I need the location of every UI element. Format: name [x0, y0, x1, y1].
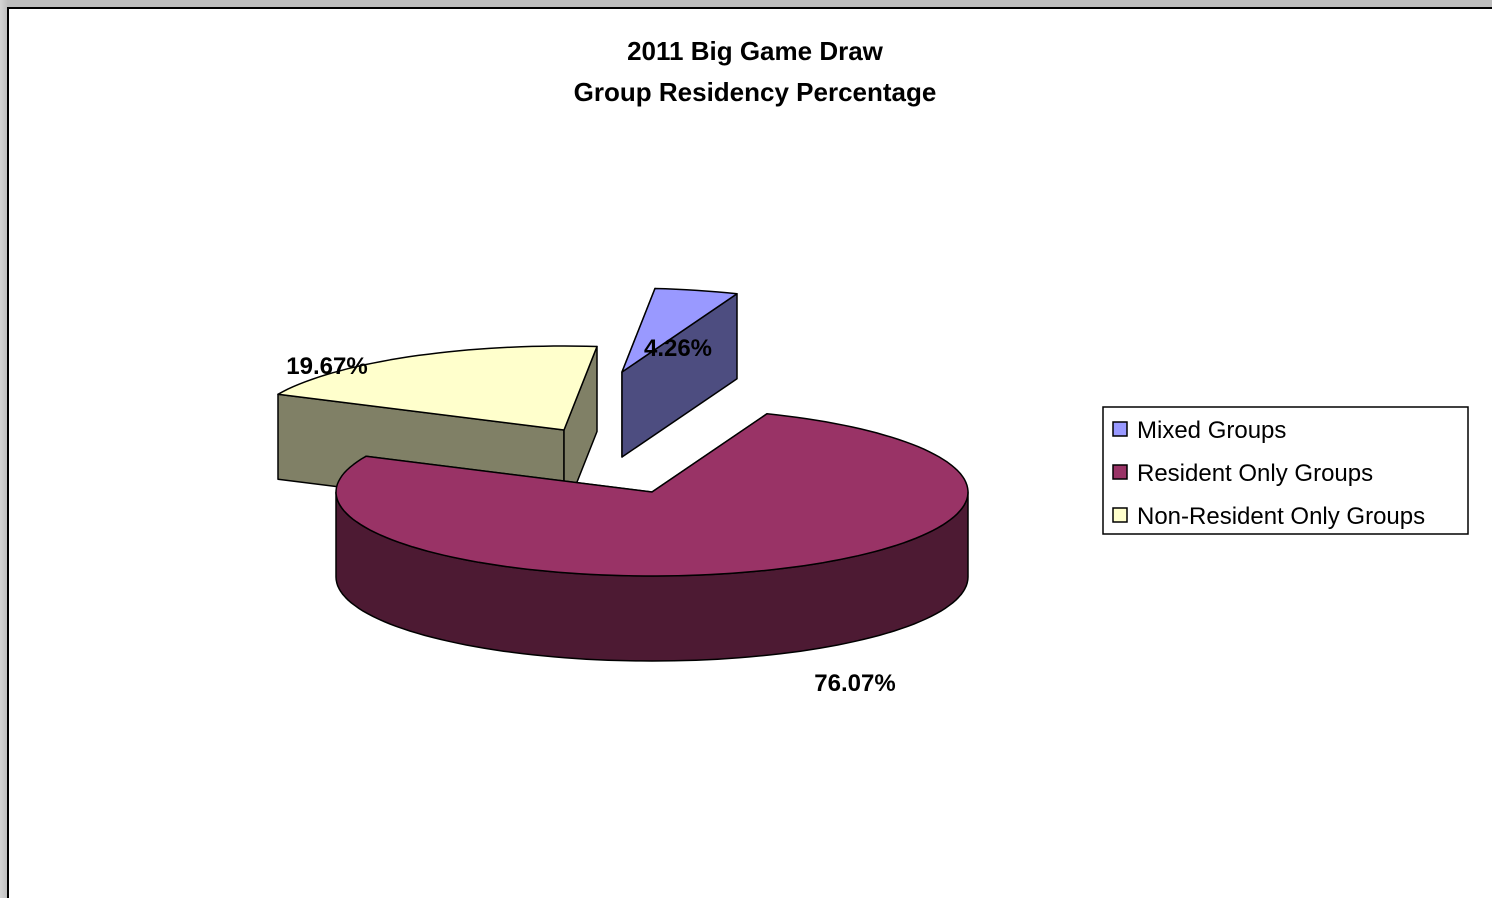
data-label-mixed-groups: 4.26%: [644, 335, 712, 362]
slice-top-mixed-groups: [621, 287, 738, 373]
pie-data-labels: 4.26% 76.07% 19.67%: [286, 335, 895, 697]
slice-top-resident-only-groups: [335, 413, 969, 577]
legend-label-non-resident-only-groups: Non-Resident Only Groups: [1137, 503, 1425, 530]
legend-swatch-non-resident-only-groups: [1112, 507, 1128, 523]
legend-swatch-resident-only-groups: [1112, 464, 1128, 480]
data-label-resident-only-groups: 76.07%: [814, 670, 895, 697]
pie-slices: [277, 287, 969, 662]
slice-mixed-groups: [621, 287, 738, 458]
chart-title: 2011 Big Game Draw: [627, 36, 884, 66]
slice-resident-only-groups: [335, 413, 969, 662]
legend: Mixed Groups Resident Only Groups Non-Re…: [1102, 406, 1469, 535]
slice-top-non-resident-only-groups: [277, 345, 598, 431]
legend-label-mixed-groups: Mixed Groups: [1137, 417, 1286, 444]
legend-label-resident-only-groups: Resident Only Groups: [1137, 460, 1373, 487]
data-label-non-resident-only-groups: 19.67%: [286, 353, 367, 380]
chart-subtitle: Group Residency Percentage: [574, 77, 937, 107]
legend-box: [1102, 406, 1469, 535]
legend-swatch-mixed-groups: [1112, 421, 1128, 437]
